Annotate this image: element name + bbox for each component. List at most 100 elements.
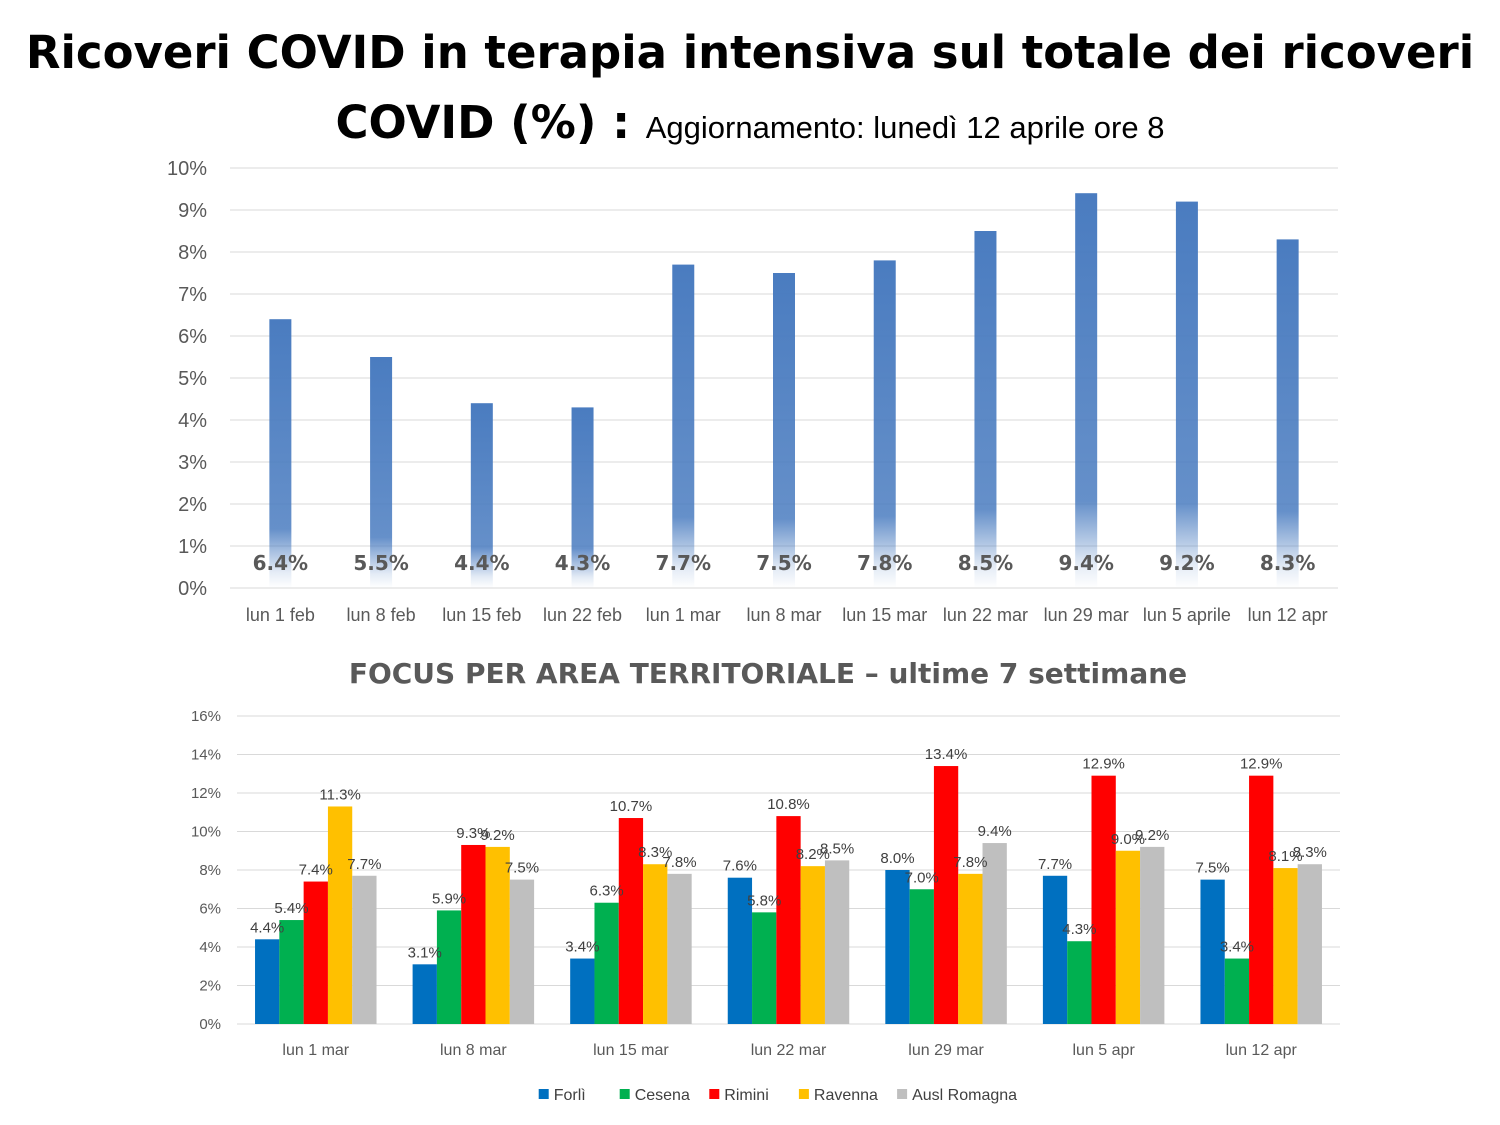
y-tick-label: 0% bbox=[199, 1016, 221, 1033]
legend-swatch bbox=[897, 1089, 908, 1099]
y-tick-label: 16% bbox=[191, 708, 221, 725]
y-tick-label: 10% bbox=[167, 158, 207, 180]
y-tick-label: 2% bbox=[178, 494, 207, 516]
data-label: 3.4% bbox=[565, 939, 599, 956]
data-label: 13.4% bbox=[925, 746, 968, 763]
data-label: 5.4% bbox=[274, 900, 308, 917]
data-label: 12.9% bbox=[1240, 756, 1283, 773]
bar-rimini bbox=[776, 816, 801, 1024]
bar-forl- bbox=[412, 964, 437, 1024]
x-tick-label: lun 8 mar bbox=[746, 605, 821, 625]
y-tick-label: 8% bbox=[199, 862, 221, 879]
bar-ravenna bbox=[485, 846, 510, 1024]
data-label: 7.8% bbox=[953, 854, 987, 871]
y-tick-label: 2% bbox=[199, 978, 221, 995]
bar-ravenna bbox=[643, 864, 668, 1024]
x-tick-label: lun 1 mar bbox=[646, 605, 721, 625]
weekly-icu-chart: 6.4% 5.5% 4.4% 4.3% 7.7% 7.5% 7.8% 8.5% 9.4% 9.2%… bbox=[167, 158, 1338, 625]
bar-rimini bbox=[1249, 775, 1274, 1024]
title-suffix: COVID (%) : bbox=[335, 96, 646, 149]
data-label: 8.3% bbox=[638, 844, 672, 861]
data-label: 8.1% bbox=[1268, 848, 1302, 865]
bar-cesena bbox=[1224, 958, 1250, 1024]
data-label: 10.8% bbox=[767, 796, 810, 813]
data-label: 9.0% bbox=[1111, 831, 1145, 848]
bar-cesena bbox=[279, 920, 304, 1024]
y-tick-label: 6% bbox=[178, 326, 207, 348]
data-label: 7.7% bbox=[1038, 856, 1072, 873]
data-label: 4.4% bbox=[454, 551, 509, 575]
x-tick-label: lun 1 mar bbox=[282, 1042, 349, 1059]
x-tick-label: lun 22 feb bbox=[543, 605, 622, 625]
legend-item: Forlì bbox=[554, 1087, 586, 1104]
bar-ravenna bbox=[327, 806, 353, 1024]
bar bbox=[873, 260, 896, 588]
bar-ausl-romagna bbox=[1140, 846, 1165, 1024]
legend-item: Cesena bbox=[635, 1087, 690, 1104]
y-tick-label: 4% bbox=[199, 939, 221, 956]
data-label: 8.0% bbox=[880, 850, 914, 867]
y-tick-label: 5% bbox=[178, 368, 207, 390]
page-title-line2: COVID (%) : Aggiornamento: lunedì 12 apr… bbox=[0, 96, 1500, 149]
chart2-y-axis: 0% 2% 4% 6% 8% 10% 12% 14% 16% bbox=[191, 708, 221, 1033]
bar-ravenna bbox=[958, 873, 983, 1024]
data-label: 7.5% bbox=[756, 551, 811, 575]
chart1-bars bbox=[269, 193, 1299, 588]
y-tick-label: 4% bbox=[178, 410, 207, 432]
x-tick-label: lun 15 mar bbox=[593, 1042, 669, 1059]
data-label: 8.3% bbox=[1260, 551, 1315, 575]
y-tick-label: 8% bbox=[178, 242, 207, 264]
chart2-bars bbox=[255, 766, 1322, 1024]
bar-forl- bbox=[1200, 879, 1225, 1024]
legend-swatch bbox=[619, 1089, 630, 1099]
territorial-focus-chart: FOCUS PER AREA TERRITORIALE – ultime 7 s… bbox=[191, 657, 1340, 1104]
data-label: 7.0% bbox=[905, 869, 939, 886]
chart2-x-axis: lun 1 mar lun 8 mar lun 15 mar lun 22 mar lu… bbox=[282, 1042, 1297, 1059]
chart1-data-labels: 6.4% 5.5% 4.4% 4.3% 7.7% 7.5% 7.8% 8.5% 9.4% 9.2%… bbox=[253, 551, 1316, 575]
data-label: 9.3% bbox=[456, 825, 490, 842]
bar-ausl-romagna bbox=[982, 843, 1007, 1024]
x-tick-label: lun 1 feb bbox=[246, 605, 315, 625]
y-tick-label: 3% bbox=[178, 452, 207, 474]
x-tick-label: lun 5 aprile bbox=[1143, 605, 1231, 625]
bar-forl- bbox=[727, 877, 753, 1024]
data-label: 8.5% bbox=[958, 551, 1013, 575]
bar-rimini bbox=[1091, 775, 1116, 1024]
y-tick-label: 9% bbox=[178, 200, 207, 222]
legend-swatch bbox=[709, 1089, 720, 1099]
bar bbox=[1175, 201, 1198, 588]
chart2-data-labels: 4.4%5.4%7.4%11.3%7.7%3.1%5.9%9.3%9.2%7.5… bbox=[250, 746, 1327, 961]
data-label: 5.5% bbox=[353, 551, 408, 575]
data-label: 10.7% bbox=[610, 798, 653, 815]
data-label: 7.5% bbox=[505, 860, 539, 877]
bar-forl- bbox=[255, 939, 280, 1024]
bar-ausl-romagna bbox=[352, 875, 377, 1024]
data-label: 9.4% bbox=[978, 823, 1012, 840]
legend-item: Rimini bbox=[724, 1087, 768, 1104]
bar-cesena bbox=[1067, 941, 1092, 1024]
data-label: 7.7% bbox=[656, 551, 711, 575]
data-label: 8.3% bbox=[1293, 844, 1327, 861]
data-label: 7.8% bbox=[857, 551, 912, 575]
bar bbox=[974, 231, 997, 588]
y-tick-label: 10% bbox=[191, 824, 221, 841]
bar-ausl-romagna bbox=[824, 860, 850, 1024]
data-label: 6.3% bbox=[590, 883, 624, 900]
x-tick-label: lun 22 mar bbox=[943, 605, 1028, 625]
bar-cesena bbox=[752, 912, 777, 1024]
x-tick-label: lun 8 mar bbox=[440, 1042, 507, 1059]
data-label: 5.9% bbox=[432, 890, 466, 907]
data-label: 8.5% bbox=[820, 840, 854, 857]
data-label: 9.4% bbox=[1058, 551, 1113, 575]
y-tick-label: 1% bbox=[178, 536, 207, 558]
bar bbox=[571, 407, 594, 588]
bar bbox=[773, 273, 795, 588]
bar-rimini bbox=[303, 881, 328, 1024]
legend-item: Ravenna bbox=[814, 1087, 878, 1104]
bar bbox=[1075, 193, 1098, 588]
bar bbox=[1276, 239, 1299, 588]
bar-rimini bbox=[461, 844, 486, 1024]
y-tick-label: 7% bbox=[178, 284, 207, 306]
x-tick-label: lun 29 mar bbox=[1044, 605, 1129, 625]
bar-cesena bbox=[594, 902, 619, 1024]
